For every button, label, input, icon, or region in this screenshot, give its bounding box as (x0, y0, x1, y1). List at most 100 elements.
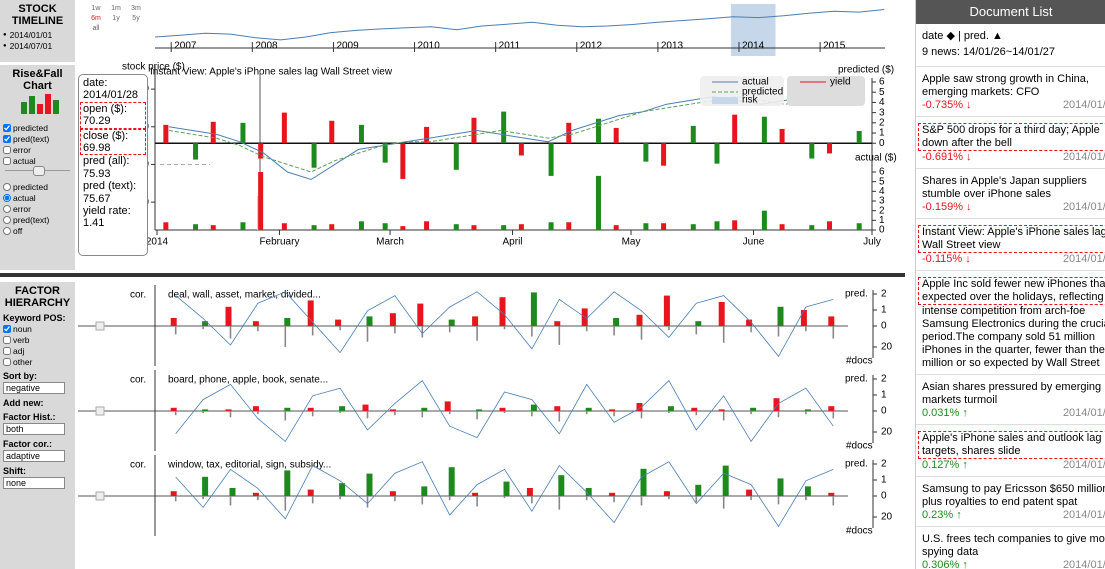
docs-bar (339, 496, 341, 500)
checkbox[interactable] (3, 156, 11, 165)
document-item[interactable]: U.S. frees tech companies to give more s… (916, 526, 1105, 569)
radio[interactable] (3, 226, 11, 235)
checkbox-row: adj (3, 345, 72, 356)
tooltip-value: 75.67 (83, 192, 111, 205)
panel-title: FACTOR HIERARCHY (4, 285, 71, 309)
docs-bar (202, 496, 204, 500)
y2-tick-label: 6 (879, 77, 885, 88)
range-button[interactable]: 1y (112, 15, 120, 22)
document-item[interactable]: Asian shares pressured by emerging marke… (916, 374, 1105, 424)
bar (281, 112, 287, 144)
date: 2014/01/27 (1062, 509, 1105, 521)
checkbox[interactable] (3, 145, 11, 154)
docs-tick-label: 20 (881, 427, 893, 438)
date: 2014/01/27 (1062, 253, 1105, 265)
checkbox-label: noun (13, 323, 32, 334)
x-tick-label: March (376, 237, 404, 248)
pred-tick-label: 0 (881, 321, 887, 332)
docs-bar (805, 411, 807, 415)
date-row: ● 2014/01/01 (3, 29, 72, 40)
checkbox[interactable] (3, 324, 11, 333)
range-button[interactable]: 3m (131, 5, 141, 12)
docs-bar (284, 411, 287, 421)
change: 0.031% ↑ (922, 407, 968, 419)
y2-tick-label: 5 (879, 87, 885, 98)
bar (661, 143, 667, 166)
change: -0.115% ↓ (922, 253, 971, 265)
factor-bar (558, 475, 565, 496)
sort-control[interactable]: date ◆ | pred. ▲ (922, 30, 1003, 42)
date: 2014/01/27 (1062, 459, 1105, 471)
document-item[interactable]: Apple saw strong growth in China, emergi… (916, 66, 1105, 116)
bar (163, 222, 169, 230)
factor-bar (828, 406, 835, 411)
document-item[interactable]: Apple's iPhone sales and outlook lag tar… (916, 424, 1105, 476)
pred-tick-label: 0 (881, 406, 887, 417)
range-button[interactable]: 1w (91, 5, 101, 12)
radio[interactable] (3, 193, 11, 202)
meta: 0.306% ↑ 2014/01/27 (922, 559, 1105, 569)
radio[interactable] (3, 204, 11, 213)
docs-bar (174, 326, 177, 335)
radio[interactable] (3, 215, 11, 224)
tooltip-value: 70.29 (83, 115, 111, 128)
checkbox[interactable] (3, 357, 11, 366)
factor-bar (499, 407, 506, 411)
docs-bar (503, 326, 506, 330)
correlation-line (175, 291, 834, 358)
dropdown[interactable]: adaptive (3, 450, 65, 462)
tooltip-key: close ($): (83, 129, 129, 142)
document-item[interactable]: S&P 500 drops for a third day; Apple dow… (916, 116, 1105, 168)
checkbox[interactable] (3, 346, 11, 355)
docs-bar (613, 411, 615, 417)
label: Add new: (3, 398, 44, 408)
axis-title: cor. (130, 375, 146, 386)
bar (809, 225, 815, 230)
range-button[interactable]: 6m (91, 15, 101, 22)
factor-bar (636, 314, 643, 326)
factor-bar (695, 484, 702, 496)
pred-tick-label: 2 (881, 374, 887, 385)
x-tick-label: 2012 (580, 41, 603, 52)
document-item[interactable]: Samsung to pay Ericsson $650 million plu… (916, 476, 1105, 526)
date: 2014/01/27 (1062, 407, 1105, 419)
factor-bar (585, 488, 592, 496)
bar (258, 172, 264, 230)
factor-bar (554, 406, 561, 411)
document-item[interactable]: Apple Inc sold fewer new iPhones than ex… (916, 270, 1105, 374)
range-button[interactable]: 1m (111, 5, 121, 12)
dropdown[interactable]: negative (3, 382, 65, 394)
factor-bar (170, 318, 177, 326)
range-button[interactable]: 5y (132, 15, 140, 22)
legend-label: risk (742, 95, 759, 106)
document-item[interactable]: Instant View: Apple's iPhone sales lag W… (916, 218, 1105, 270)
dropdown[interactable]: none (3, 477, 65, 489)
dropdown[interactable]: both (3, 423, 65, 435)
docs-bar (640, 326, 643, 340)
radio-row: actual (3, 192, 72, 203)
radio-label: actual (13, 192, 36, 203)
x-tick-label: June (743, 237, 765, 248)
checkbox[interactable] (3, 134, 11, 143)
factor-bar (663, 491, 670, 496)
marker: ● (3, 31, 7, 38)
range-button[interactable]: all (92, 25, 100, 32)
tooltip-key: open ($): (83, 102, 128, 115)
docs-bar (339, 411, 341, 414)
checkbox[interactable] (3, 123, 11, 132)
radio[interactable] (3, 182, 11, 191)
docs-bar (832, 496, 835, 506)
bar (643, 143, 649, 162)
tooltip-key: yield rate: (83, 205, 131, 218)
factor-bar (389, 491, 396, 496)
docs-bar (777, 326, 780, 337)
docs-bar (174, 496, 177, 502)
slider[interactable] (5, 166, 70, 177)
meta: 0.127% ↑ 2014/01/27 (922, 459, 1105, 472)
tooltip-value: 2014/01/28 (83, 89, 139, 102)
label: Keyword POS: (3, 313, 66, 323)
document-item[interactable]: Shares in Apple's Japan suppliers stumbl… (916, 168, 1105, 218)
checkbox[interactable] (3, 335, 11, 344)
bar (382, 223, 388, 230)
factor-keywords: deal, wall, asset, market, divided... (168, 290, 321, 301)
